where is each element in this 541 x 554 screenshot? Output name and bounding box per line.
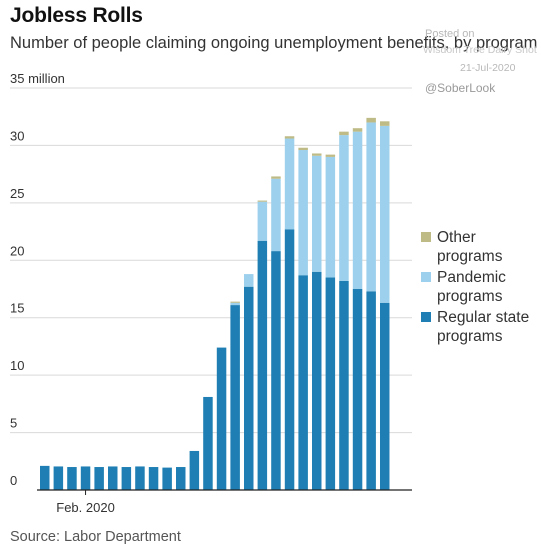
bar-pandemic-23 xyxy=(352,131,363,289)
bar-regular-16 xyxy=(257,240,268,490)
bar-other-25 xyxy=(380,121,390,126)
bar-regular-25 xyxy=(380,302,390,490)
bar-regular-19 xyxy=(298,275,308,490)
legend-item-pandemic: Pandemic programs xyxy=(421,268,539,306)
legend-swatch-regular xyxy=(421,312,431,322)
bar-pandemic-18 xyxy=(284,138,295,230)
bar-other-17 xyxy=(271,176,281,179)
watermark-date: 21-Jul-2020 xyxy=(460,62,516,74)
bar-other-22 xyxy=(339,131,349,136)
bar-regular-6 xyxy=(121,467,132,490)
legend-item-other: Other programs xyxy=(421,228,539,266)
bar-other-23 xyxy=(352,128,363,132)
bar-pandemic-17 xyxy=(271,178,281,252)
bar-regular-13 xyxy=(216,347,227,490)
bar-regular-14 xyxy=(230,305,240,490)
bar-regular-15 xyxy=(244,286,254,490)
bar-regular-9 xyxy=(162,467,172,490)
legend-item-regular: Regular state programs xyxy=(421,308,539,346)
bar-other-21 xyxy=(325,154,336,157)
bar-regular-3 xyxy=(80,466,91,490)
bar-regular-1 xyxy=(53,466,64,490)
bar-other-18 xyxy=(284,136,295,139)
y-tick-label-5: 5 xyxy=(10,416,17,431)
legend: Other programs Pandemic programs Regular… xyxy=(421,228,539,348)
y-tick-label-30: 30 xyxy=(10,128,24,143)
legend-label-pandemic-1: Pandemic xyxy=(437,269,506,286)
y-tick-label-20: 20 xyxy=(10,243,24,258)
bar-regular-18 xyxy=(284,229,295,490)
x-tick-label-feb-2020: Feb. 2020 xyxy=(56,500,115,515)
legend-label-other-1: Other xyxy=(437,229,476,246)
chart-title: Jobless Rolls xyxy=(10,4,143,27)
bar-regular-2 xyxy=(67,467,77,490)
watermark-handle: @SoberLook xyxy=(425,81,496,95)
legend-label-other-2: programs xyxy=(437,248,503,265)
bar-pandemic-24 xyxy=(366,122,376,292)
y-tick-label-10: 10 xyxy=(10,358,24,373)
bar-regular-12 xyxy=(203,396,213,490)
y-tick-label-0: 0 xyxy=(10,473,17,488)
chart-subtitle: Number of people claiming ongoing unempl… xyxy=(10,34,538,52)
bar-pandemic-25 xyxy=(380,125,390,303)
bar-pandemic-14 xyxy=(230,302,240,306)
bar-pandemic-19 xyxy=(298,150,308,276)
watermark-site: Wisdom Tree Dairy Shot xyxy=(423,44,537,56)
bar-other-16 xyxy=(257,200,268,202)
bar-pandemic-16 xyxy=(257,201,268,241)
bar-other-20 xyxy=(312,153,322,156)
legend-label-regular-2: programs xyxy=(437,328,503,345)
bar-pandemic-15 xyxy=(244,274,254,287)
y-tick-label-25: 25 xyxy=(10,186,24,201)
bar-regular-8 xyxy=(148,467,159,490)
legend-label-pandemic-2: programs xyxy=(437,288,503,305)
bar-pandemic-21 xyxy=(325,156,336,278)
bar-pandemic-22 xyxy=(339,135,349,281)
bar-regular-23 xyxy=(352,289,363,490)
bar-regular-11 xyxy=(189,450,200,490)
bar-regular-20 xyxy=(312,271,322,490)
source-note: Source: Labor Department xyxy=(10,529,181,545)
bar-regular-5 xyxy=(108,466,118,490)
bar-other-19 xyxy=(298,147,308,151)
legend-label-regular-1: Regular state xyxy=(437,309,530,326)
bar-regular-21 xyxy=(325,277,336,490)
bar-regular-24 xyxy=(366,291,376,490)
bar-other-24 xyxy=(366,117,376,123)
y-tick-label-35: 35 million xyxy=(10,71,65,86)
bar-other-14 xyxy=(230,301,240,303)
bar-regular-4 xyxy=(94,467,104,490)
legend-swatch-pandemic xyxy=(421,272,431,282)
watermark-posted: Posted on xyxy=(425,28,475,40)
bar-regular-10 xyxy=(176,467,186,490)
bar-regular-22 xyxy=(339,280,349,490)
bar-pandemic-20 xyxy=(312,155,322,272)
bar-regular-0 xyxy=(40,465,50,490)
bar-regular-17 xyxy=(271,251,281,490)
y-tick-label-15: 15 xyxy=(10,301,24,316)
legend-swatch-other xyxy=(421,232,431,242)
bar-regular-7 xyxy=(135,466,145,490)
